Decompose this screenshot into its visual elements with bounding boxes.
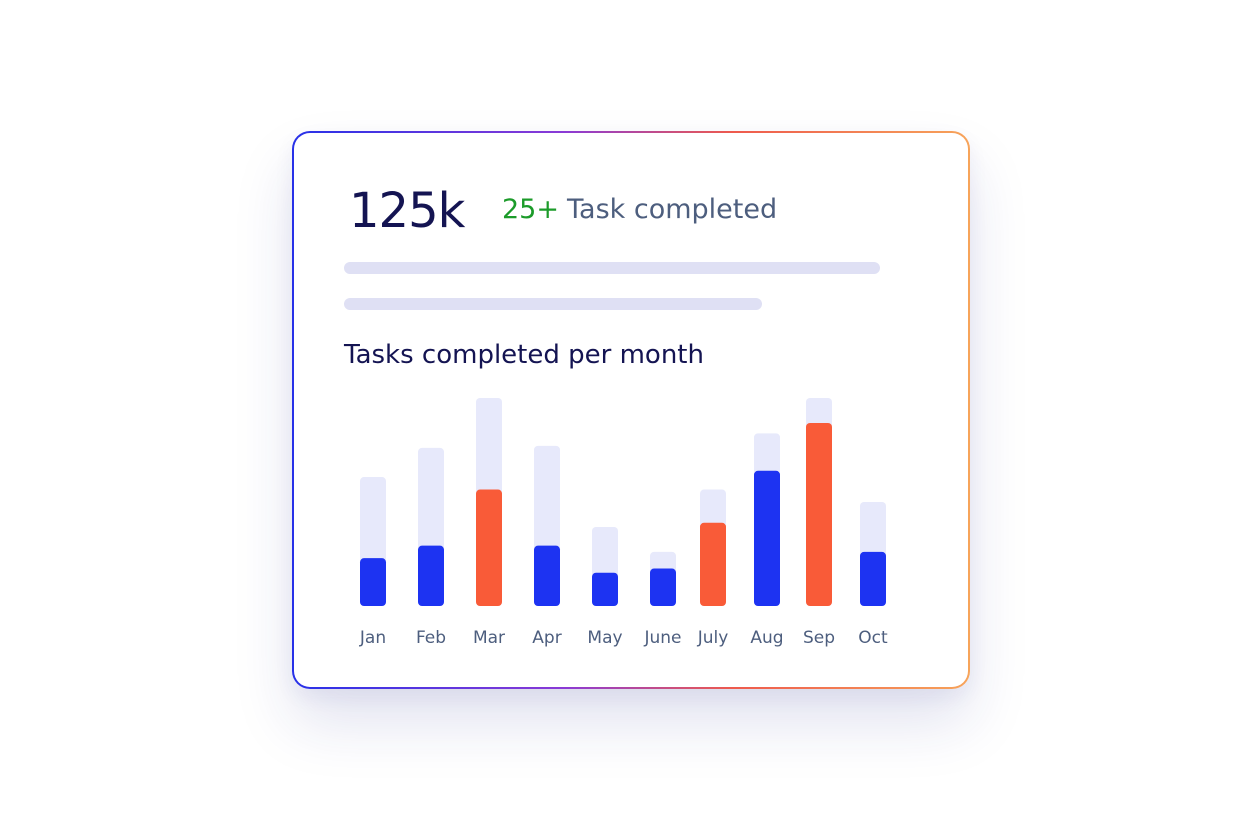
bar-chart: Jan Feb Mar Apr May June July Aug Sep Oct [359, 398, 888, 648]
x-tick-label-feb: Feb [416, 628, 446, 648]
bar-mar [476, 489, 502, 606]
total-value: 125k [349, 183, 465, 239]
bar-june [650, 568, 676, 606]
bar-oct [860, 551, 886, 606]
bar-july [700, 522, 726, 606]
bar-apr [534, 545, 560, 606]
x-tick-label-july: July [697, 628, 729, 648]
placeholder-line-2 [344, 298, 762, 310]
stats-card-body: 125k 25+ Task completed Tasks completed … [294, 133, 968, 687]
x-tick-label-mar: Mar [473, 628, 505, 648]
bar-feb [418, 545, 444, 606]
x-tick-label-june: June [643, 628, 681, 648]
x-tick-label-jan: Jan [359, 628, 386, 648]
bar-jan [360, 558, 386, 606]
bar-sep [806, 422, 832, 606]
placeholder-line-1 [344, 262, 880, 274]
completed-label: Task completed [567, 194, 778, 225]
chart-title: Tasks completed per month [344, 340, 704, 370]
x-tick-label-oct: Oct [858, 628, 888, 648]
bar-aug [754, 470, 780, 606]
x-tick-label-aug: Aug [750, 628, 783, 648]
x-tick-label-sep: Sep [803, 628, 835, 648]
completed-count-badge: 25+ [502, 194, 559, 225]
x-tick-label-may: May [587, 628, 622, 648]
bar-may [592, 572, 618, 606]
x-tick-label-apr: Apr [532, 628, 561, 648]
stats-card: 125k 25+ Task completed Tasks completed … [292, 131, 970, 689]
